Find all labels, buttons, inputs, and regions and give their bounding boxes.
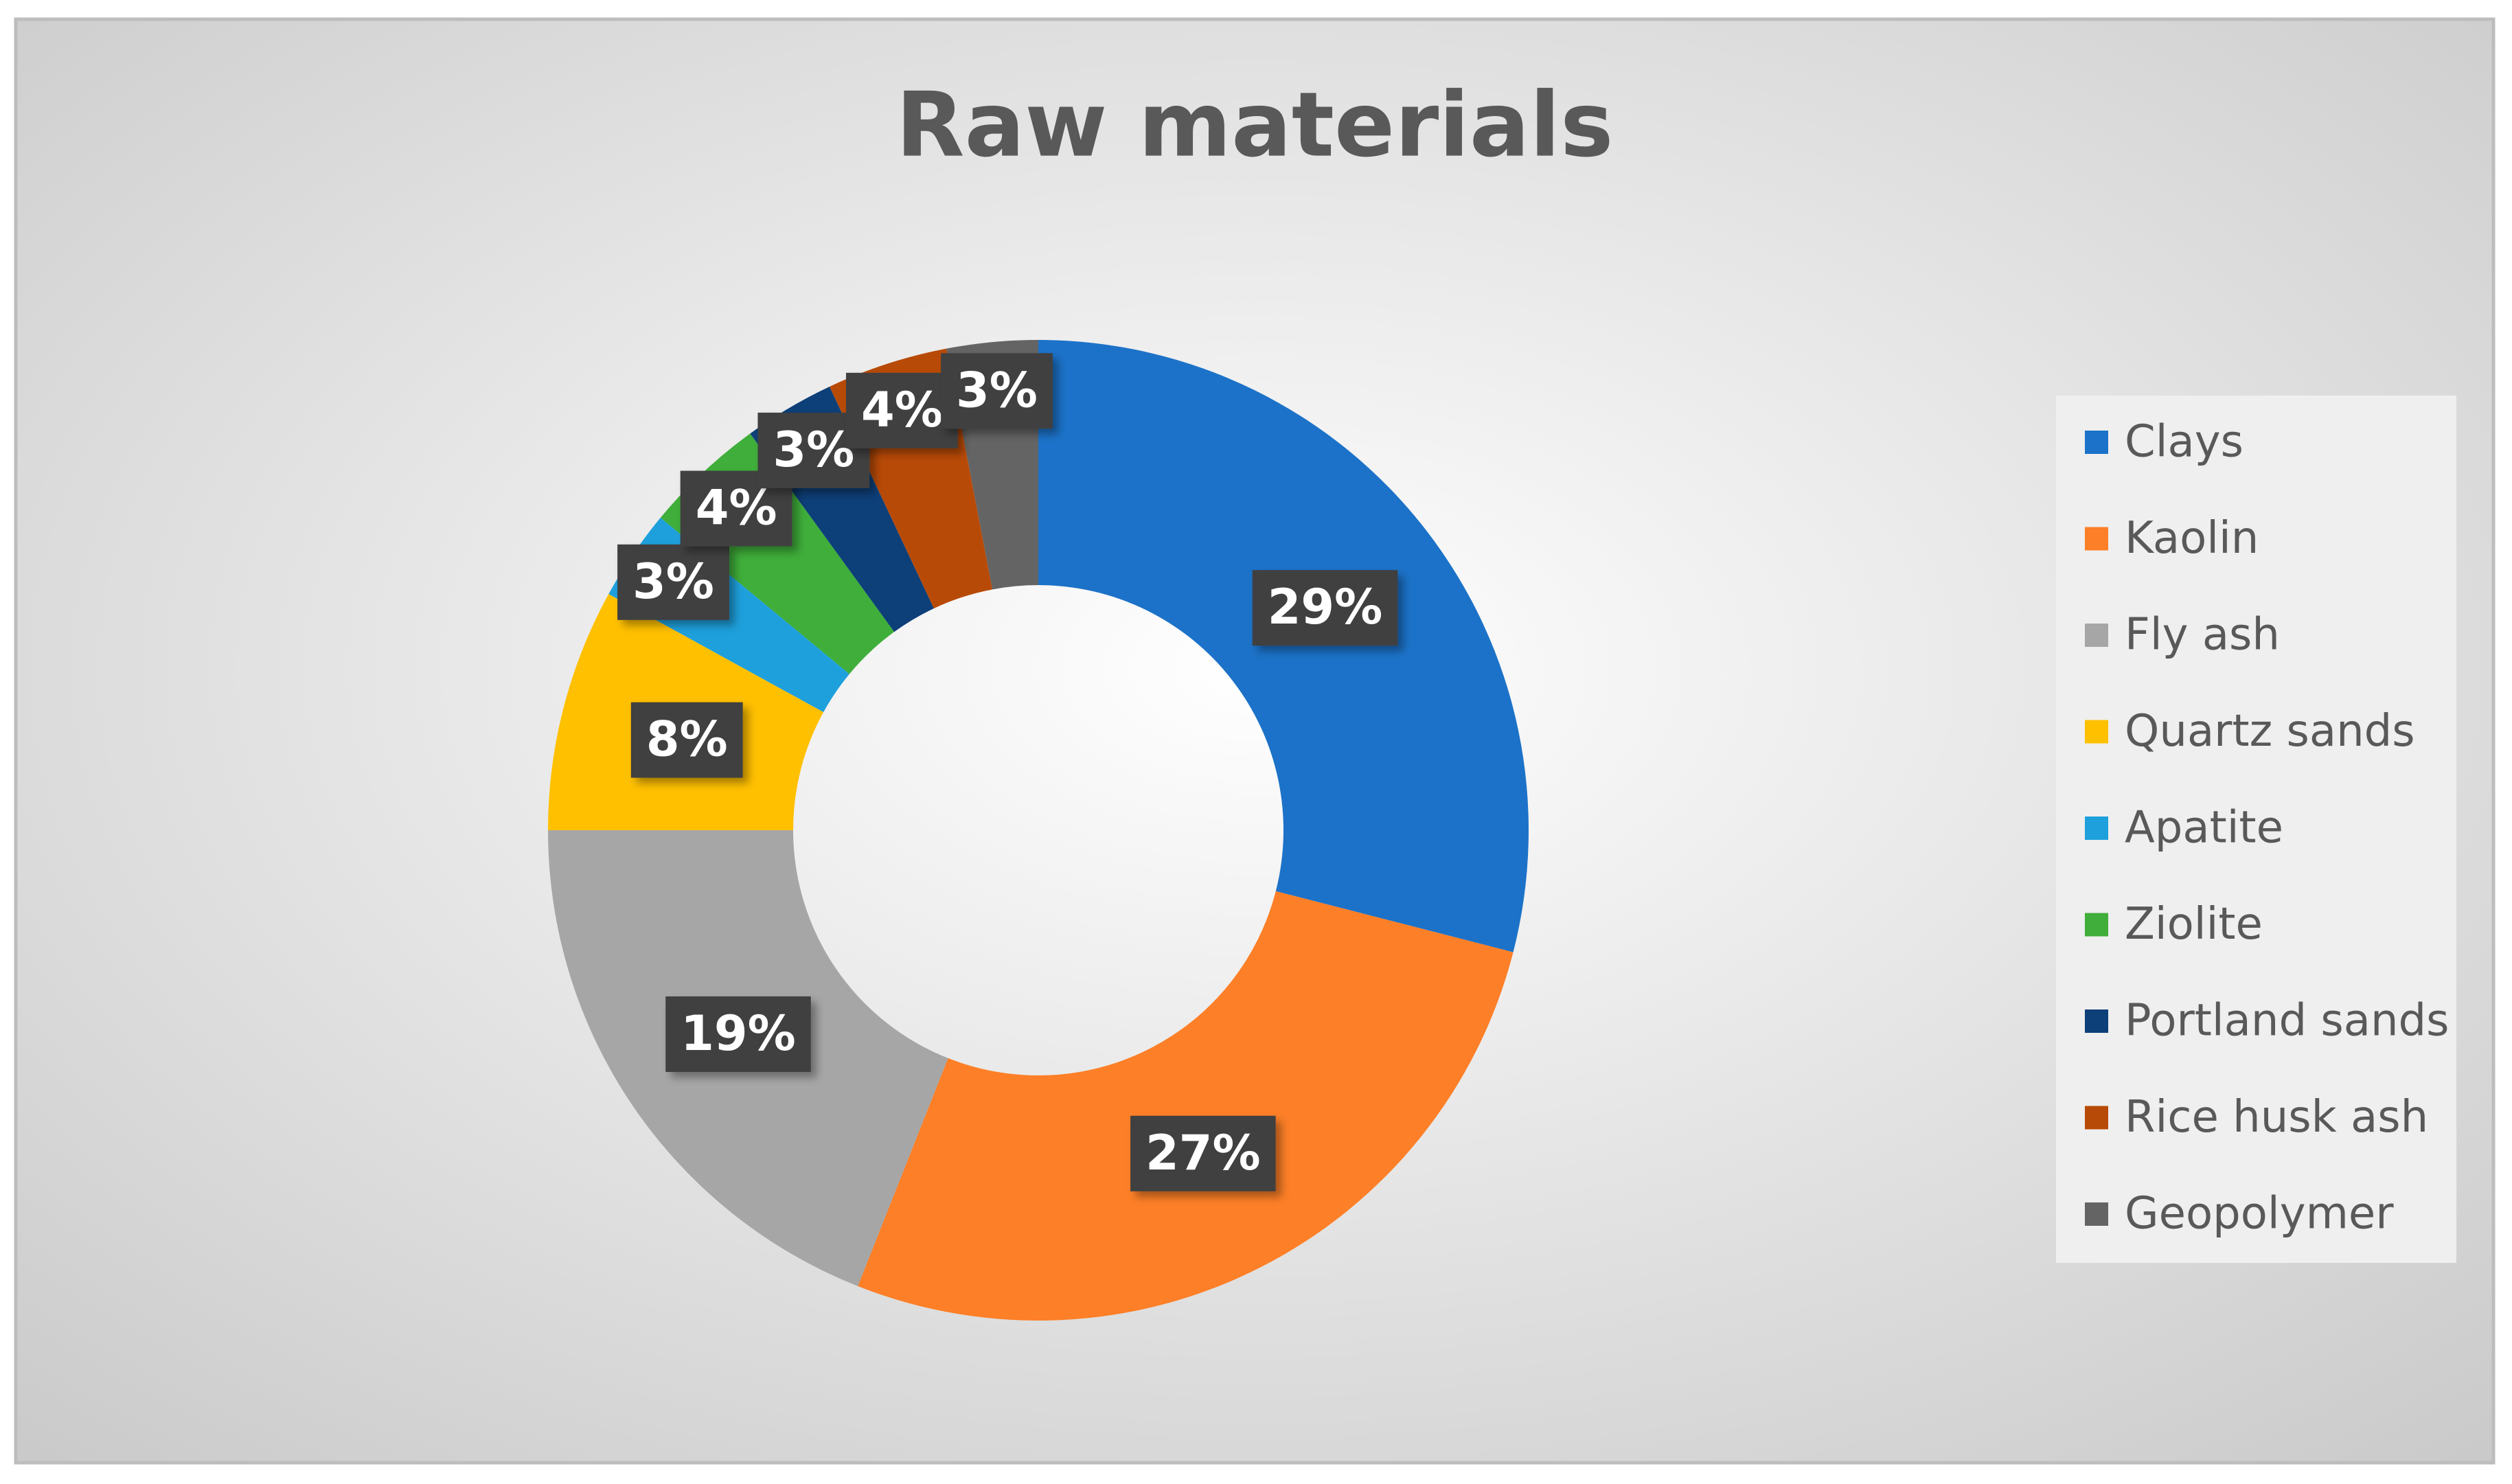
data-label: 8% xyxy=(630,702,743,778)
legend-swatch xyxy=(2085,720,2108,744)
legend-label: Rice husk ash xyxy=(2125,1092,2428,1143)
legend-swatch xyxy=(2085,913,2108,937)
data-label: 27% xyxy=(1130,1115,1276,1191)
data-label-text: 19% xyxy=(681,1005,796,1062)
donut-slice xyxy=(1038,340,1529,952)
data-label-box xyxy=(630,702,743,778)
legend-label: Quartz sands xyxy=(2125,706,2415,757)
data-label: 3% xyxy=(757,412,870,488)
data-label-text: 29% xyxy=(1268,579,1383,635)
data-label-text: 3% xyxy=(632,553,714,610)
legend-label: Geopolymer xyxy=(2125,1189,2394,1240)
data-label-text: 27% xyxy=(1145,1125,1261,1181)
legend-label: Apatite xyxy=(2125,803,2283,854)
chart-title: Raw materials xyxy=(895,73,1613,177)
legend-swatch xyxy=(2085,1009,2108,1033)
data-label-text: 3% xyxy=(773,422,854,478)
data-label-box xyxy=(665,996,811,1072)
legend-swatch xyxy=(2085,527,2108,551)
legend-swatch xyxy=(2085,431,2108,454)
legend-label: Ziolite xyxy=(2125,899,2263,950)
legend-label: Portland sands xyxy=(2125,996,2450,1047)
data-label: 3% xyxy=(941,353,1053,429)
legend-swatch xyxy=(2085,1106,2108,1130)
data-label: 29% xyxy=(1252,570,1398,646)
data-label-box xyxy=(1130,1115,1276,1191)
data-label-text: 3% xyxy=(956,362,1038,418)
legend-swatch xyxy=(2085,624,2108,647)
legend-swatch xyxy=(2085,817,2108,840)
donut-slice xyxy=(858,891,1514,1321)
data-label: 4% xyxy=(680,470,792,547)
legend-label: Fly ash xyxy=(2125,610,2280,661)
legend-box xyxy=(2056,396,2456,1263)
legend-swatch xyxy=(2085,1202,2108,1226)
data-label-box xyxy=(941,353,1053,429)
data-label-text: 4% xyxy=(696,480,777,536)
legend-label: Kaolin xyxy=(2125,513,2259,564)
data-label-box xyxy=(617,544,729,620)
data-label-box xyxy=(846,372,958,448)
legend-label: Clays xyxy=(2125,417,2243,468)
data-label: 19% xyxy=(665,996,811,1072)
data-label-text: 4% xyxy=(861,382,943,438)
data-label-box xyxy=(1252,570,1398,646)
data-label: 4% xyxy=(846,372,958,448)
data-label: 3% xyxy=(617,544,729,620)
data-label-text: 8% xyxy=(646,711,728,768)
